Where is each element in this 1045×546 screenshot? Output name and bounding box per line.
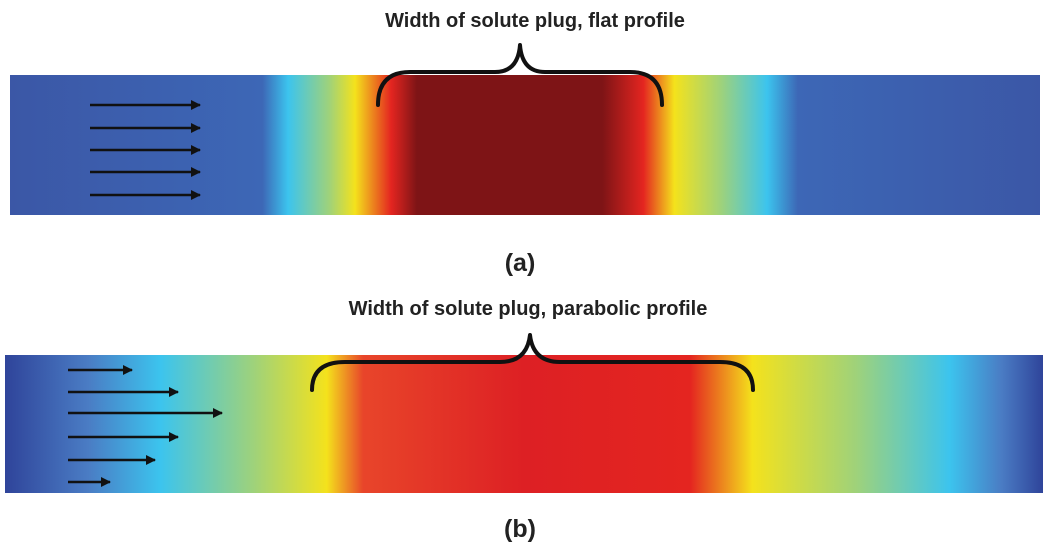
figure: Width of solute plug, flat profile (a) W…: [0, 0, 1045, 546]
panel-title: Width of solute plug, flat profile: [385, 10, 685, 32]
panel-label: (b): [504, 515, 536, 543]
panel-title: Width of solute plug, parabolic profile: [349, 298, 708, 320]
channel: [5, 355, 1043, 493]
panel-label: (a): [505, 249, 536, 277]
